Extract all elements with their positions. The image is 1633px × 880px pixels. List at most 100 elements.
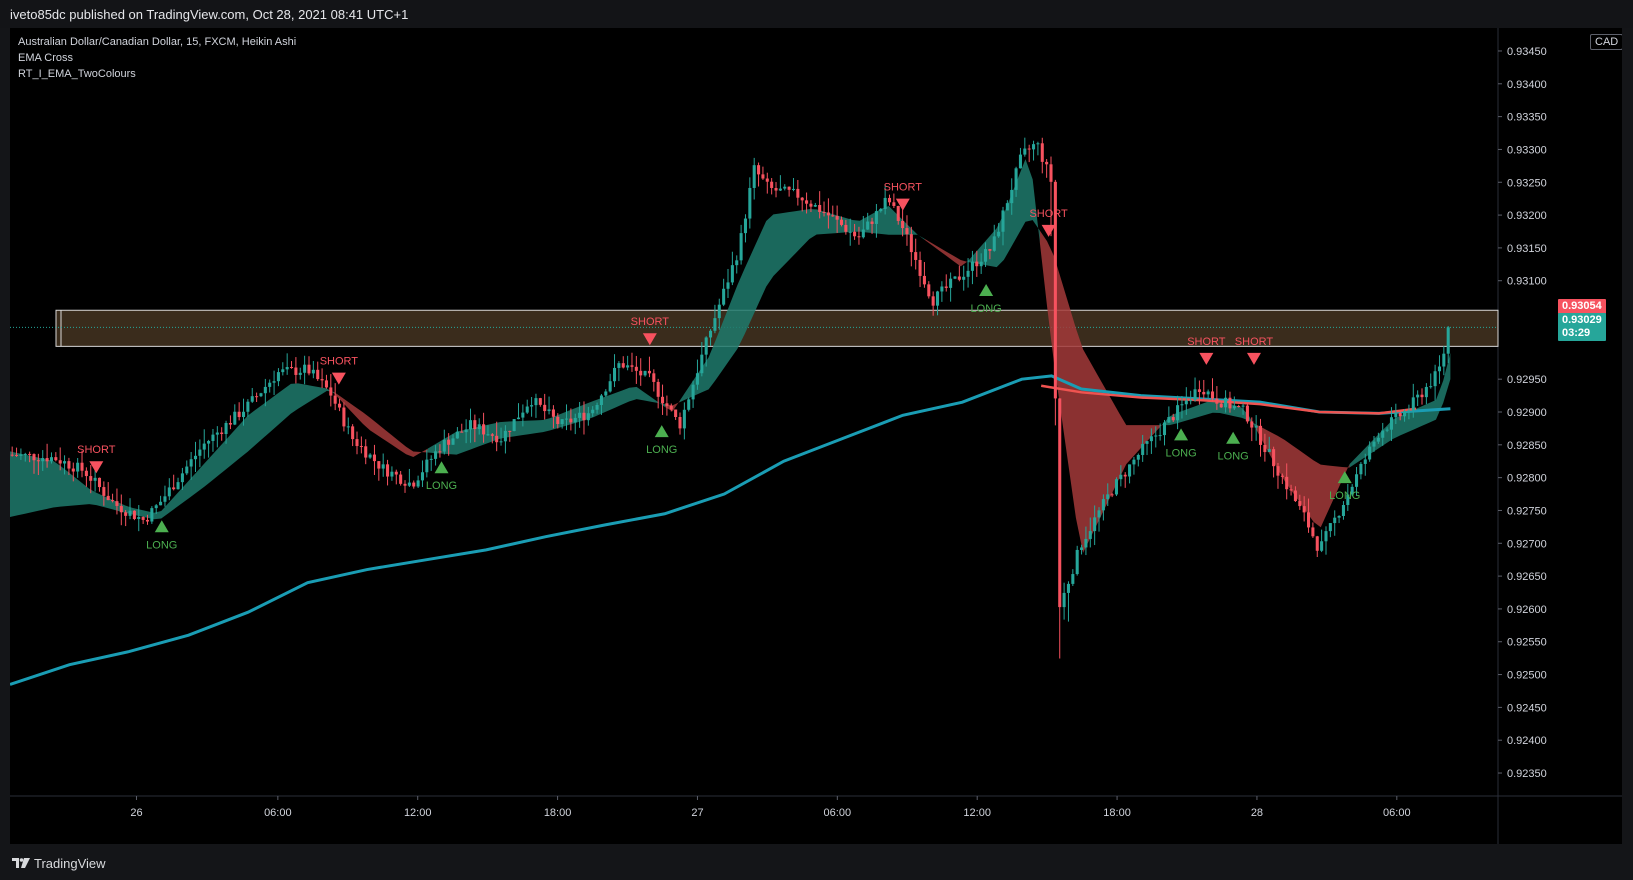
candle-body [896,205,900,221]
candle-body [1123,474,1127,477]
candle-body [10,454,14,456]
candle-body [1372,441,1376,447]
candle-body [1385,429,1389,431]
candle-body [1023,148,1027,155]
candle-body [1176,405,1180,421]
price-tick-label: 0.92550 [1507,637,1547,649]
candle-body [617,363,621,368]
candle-body [1180,404,1184,406]
indicator-ema-cross[interactable]: EMA Cross [18,52,74,64]
candle-body [241,411,246,418]
candle-body [407,482,411,486]
candle-body [438,451,442,453]
candle-body [940,286,944,292]
candle-body [1158,435,1162,437]
candle-body [486,434,490,436]
candle-body [163,496,167,502]
candle-body [1272,449,1276,467]
candle-body [377,461,381,469]
candle-body [137,517,141,519]
candle-body [761,174,765,179]
candle-body [1145,441,1149,444]
candle-body [482,424,486,435]
candle-body [678,417,682,429]
price-chart[interactable]: SHORT LONG SHORT LONG SHORT LONG SHORT LONG SHOR… [10,28,1622,844]
candle-body [560,419,564,424]
candle-body [97,477,102,488]
candle-body [202,443,206,450]
time-tick-label: 26 [130,807,142,819]
symbol-title[interactable]: Australian Dollar/Canadian Dollar, 15, F… [18,36,297,48]
candle-body [957,276,961,280]
candle-body [1018,154,1022,169]
candle-body [1276,466,1280,476]
price-tick-label: 0.92400 [1507,735,1547,747]
short-signal-label: SHORT [77,444,116,456]
ema-ribbon-segment [1255,424,1350,528]
long-signal-label: LONG [426,480,457,492]
candle-body [1084,538,1088,548]
candle-body [154,505,158,509]
candle-body [656,381,660,397]
ema-ribbon-segment [10,383,335,520]
publish-header: iveto85dc published on TradingView.com, … [0,0,1633,28]
candle-body [76,462,80,472]
candle-body [1328,523,1332,532]
candle-body [992,236,996,251]
candle-body [774,187,778,191]
candle-body [927,284,931,297]
candle-body [508,430,512,432]
candle-body [909,234,913,253]
chart-area[interactable]: SHORT LONG SHORT LONG SHORT LONG SHORT LONG SHOR… [10,28,1622,844]
candle-body [556,416,560,424]
price-tick-label: 0.92900 [1507,407,1547,419]
candle-body [796,188,800,198]
candle-body [691,384,695,400]
candle-body [918,259,922,276]
candle-body [150,508,154,522]
candle-body [700,354,704,374]
candle-body [220,432,224,435]
candle-body [420,472,425,481]
candle-body [979,261,983,267]
candle-body [512,419,516,432]
candle-body [839,219,844,225]
candle-body [1285,476,1289,490]
candle-body [853,231,857,237]
short-signal-label: SHORT [884,182,923,194]
time-tick-label: 06:00 [1383,807,1411,819]
candle-body [381,464,385,469]
resistance-zone[interactable] [55,309,1499,347]
candle-body [250,396,254,402]
indicator-rt-ema[interactable]: RT_I_EMA_TwoColours [18,68,136,80]
time-tick-label: 27 [691,807,703,819]
candle-body [307,364,311,374]
candle-body [538,398,542,405]
candle-body [966,270,970,277]
candle-body [665,403,669,406]
price-tick-label: 0.93250 [1507,177,1547,189]
candle-body [434,451,438,459]
candle-body [695,373,699,385]
candle-body [49,457,53,462]
candle-body [874,211,878,224]
current-price-tag: 0.93029 03:29 [1558,313,1606,342]
currency-badge[interactable]: CAD [1590,34,1622,50]
candle-body [1376,437,1380,442]
candle-body [285,367,289,370]
candle-body [608,381,612,392]
candle-body [709,330,713,338]
candle-body [1141,443,1145,455]
candle-body [1232,406,1236,409]
short-signal-arrow [1041,224,1056,237]
candle-body [1237,406,1241,408]
price-tick-label: 0.93450 [1507,46,1547,58]
candle-body [1394,413,1398,418]
long-signal-label: LONG [971,303,1002,315]
candle-body [1346,494,1350,506]
candle-body [106,495,110,501]
candle-body [1416,394,1420,398]
candle-body [1128,464,1132,477]
candle-body [805,200,809,204]
candle-body [28,453,32,455]
